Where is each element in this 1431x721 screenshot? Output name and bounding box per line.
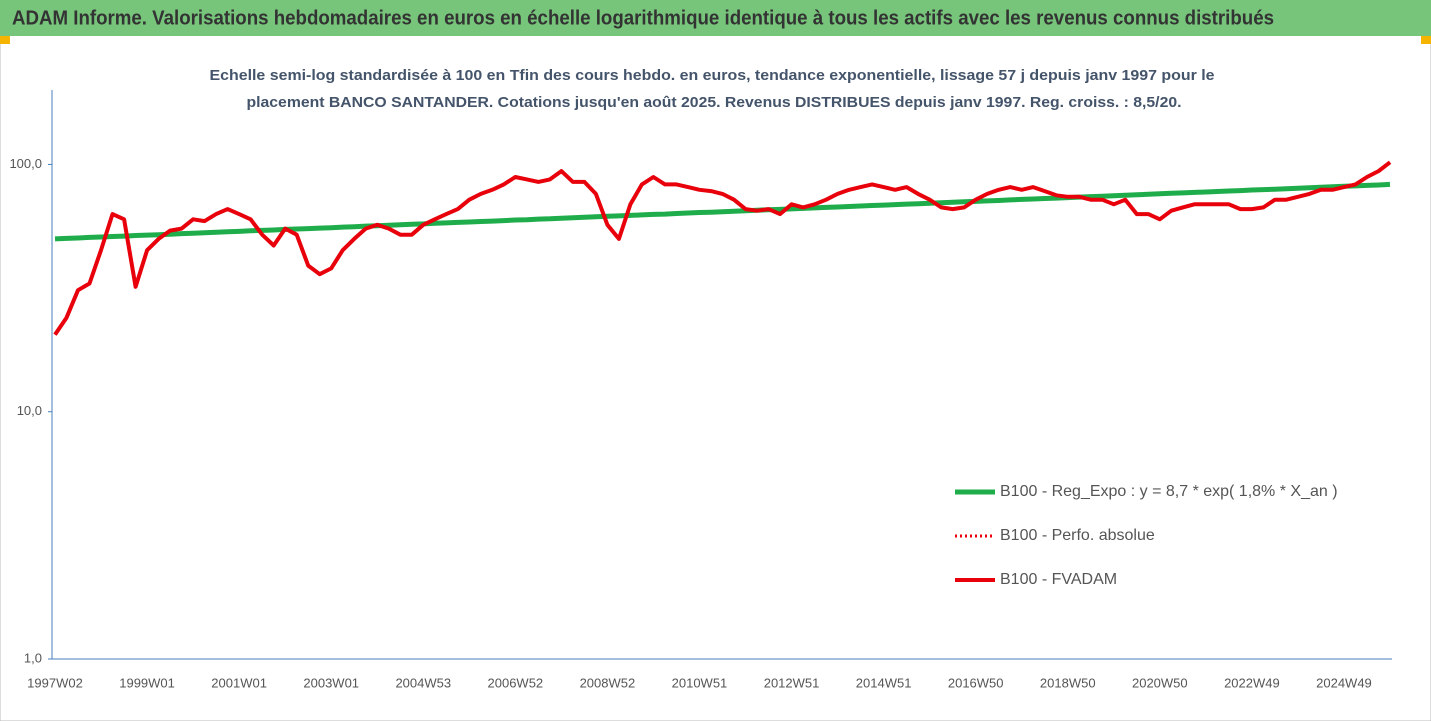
x-tick-label: 2024W49 [1316, 675, 1372, 690]
header-bar [0, 0, 1431, 36]
x-tick-label: 2010W51 [672, 675, 728, 690]
x-tick-label: 2014W51 [856, 675, 912, 690]
legend-label: B100 - Reg_Expo : y = 8,7 * exp( 1,8% * … [1000, 483, 1338, 500]
x-tick-label: 2020W50 [1132, 675, 1188, 690]
legend-label: B100 - Perfo. absolue [1000, 527, 1155, 544]
series-line [53, 160, 1392, 336]
x-tick-label: 2008W52 [580, 675, 636, 690]
y-tick-label: 1,0 [24, 650, 42, 665]
x-tick-label: 2001W01 [211, 675, 267, 690]
y-tick-label: 100,0 [9, 156, 42, 171]
x-tick-label: 2003W01 [303, 675, 359, 690]
x-tick-label: 2012W51 [764, 675, 820, 690]
x-tick-label: 2006W52 [488, 675, 544, 690]
y-tick-label: 10,0 [17, 403, 42, 418]
chart-subtitle: placement BANCO SANTANDER. Cotations jus… [247, 94, 1182, 111]
x-tick-label: 2022W49 [1224, 675, 1280, 690]
page-title: ADAM Informe. Valorisations hebdomadaire… [12, 7, 1274, 29]
series-line [54, 181, 1391, 242]
corner [0, 36, 10, 44]
chart-subtitle: Echelle semi-log standardisée à 100 en T… [210, 67, 1215, 84]
x-tick-label: 1999W01 [119, 675, 175, 690]
x-tick-label: 2004W53 [395, 675, 451, 690]
x-tick-label: 1997W02 [27, 675, 83, 690]
x-tick-label: 2018W50 [1040, 675, 1096, 690]
corner [1421, 36, 1431, 44]
legend-label: B100 - FVADAM [1000, 571, 1117, 588]
x-tick-label: 2016W50 [948, 675, 1004, 690]
